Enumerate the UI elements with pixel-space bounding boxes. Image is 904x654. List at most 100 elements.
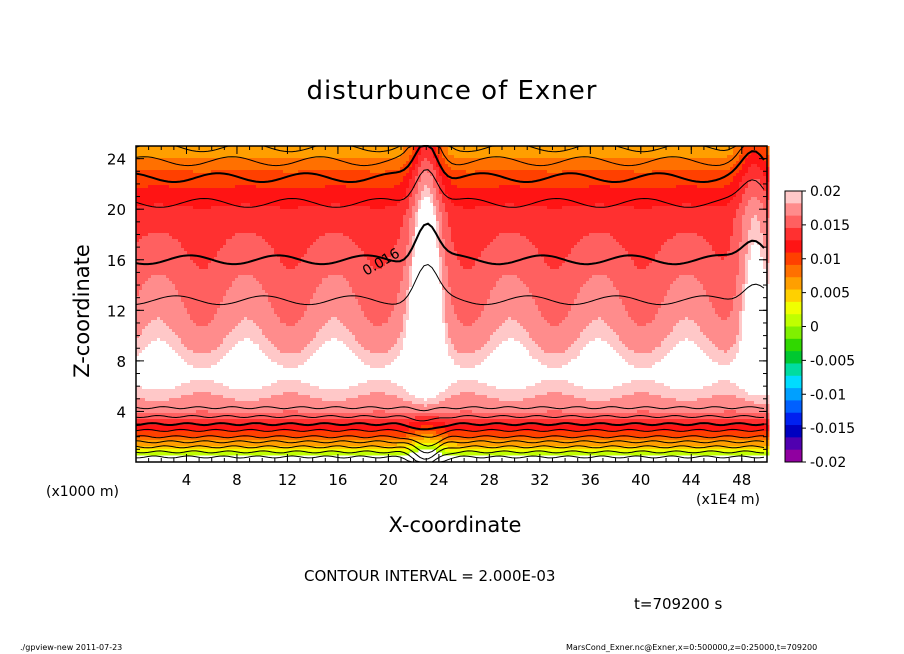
field-cell (283, 440, 287, 447)
field-cell (313, 386, 317, 399)
field-cell (289, 440, 293, 447)
field-cell (466, 437, 470, 441)
field-cell (445, 344, 449, 390)
field-cell (754, 404, 758, 414)
field-cell (337, 158, 341, 171)
field-cell (238, 449, 242, 453)
field-cell (190, 158, 194, 171)
field-cell (517, 278, 521, 324)
field-cell (535, 383, 539, 396)
field-cell (136, 206, 140, 243)
field-cell (202, 440, 206, 447)
field-cell (253, 233, 257, 279)
field-cell (259, 419, 263, 426)
field-cell (742, 284, 746, 312)
field-cell (676, 446, 680, 450)
field-cell (526, 431, 530, 438)
field-cell (250, 425, 254, 432)
field-cell (634, 392, 638, 414)
field-cell (232, 329, 236, 348)
field-cell (556, 146, 560, 159)
field-cell (274, 146, 278, 159)
field-cell (670, 446, 674, 450)
field-cell (373, 410, 377, 420)
field-cell (409, 437, 413, 444)
field-cell (742, 389, 746, 399)
field-cell (277, 257, 281, 318)
field-cell (418, 155, 422, 168)
field-cell (145, 425, 149, 432)
field-cell (703, 290, 707, 336)
field-cell (352, 353, 356, 387)
field-cell (427, 437, 431, 444)
colorbar-tick-label: -0.02 (810, 455, 846, 471)
field-cell (658, 362, 662, 384)
field-cell (631, 206, 635, 261)
field-cell (625, 311, 629, 348)
field-cell (736, 386, 740, 399)
field-cell (538, 311, 542, 348)
field-cell (484, 188, 488, 207)
field-cell (565, 449, 569, 453)
field-cell (592, 389, 596, 402)
field-cell (697, 146, 701, 159)
field-cell (646, 266, 650, 324)
field-cell (595, 158, 599, 171)
field-cell (514, 389, 518, 402)
field-cell (727, 425, 731, 432)
field-cell (424, 434, 428, 438)
field-cell (523, 146, 527, 159)
field-cell (166, 419, 170, 426)
field-cell (241, 158, 245, 171)
field-cell (244, 185, 248, 204)
field-cell (208, 146, 212, 159)
field-cell (664, 452, 668, 456)
field-cell (283, 368, 287, 381)
field-cell (733, 218, 737, 297)
field-cell (607, 170, 611, 186)
field-cell (670, 332, 674, 351)
field-cell (151, 158, 155, 171)
field-cell (640, 431, 644, 438)
field-cell (706, 413, 710, 420)
field-cell (514, 170, 518, 186)
field-cell (523, 236, 527, 285)
field-cell (199, 173, 203, 189)
field-cell (718, 350, 722, 366)
field-cell (634, 209, 638, 267)
field-cell (520, 401, 524, 414)
field-cell (451, 443, 455, 450)
field-cell (142, 431, 146, 438)
field-cell (661, 425, 665, 432)
field-cell (454, 443, 458, 450)
field-cell (655, 383, 659, 396)
field-cell (283, 353, 287, 369)
field-cell (460, 452, 464, 456)
field-cell (574, 431, 578, 438)
field-cell (316, 431, 320, 438)
field-cell (706, 242, 710, 297)
field-cell (307, 344, 311, 360)
field-cell (553, 173, 557, 189)
field-cell (472, 440, 476, 447)
field-cell (751, 179, 755, 198)
field-cell (466, 452, 470, 456)
field-cell (520, 170, 524, 189)
field-cell (658, 347, 662, 363)
field-cell (514, 446, 518, 450)
field-cell (472, 173, 476, 189)
field-cell (685, 317, 689, 339)
field-cell (439, 437, 443, 444)
field-cell (193, 419, 197, 426)
field-cell (697, 347, 701, 390)
field-cell (235, 206, 239, 234)
field-cell (619, 449, 623, 453)
field-cell (571, 305, 575, 345)
field-cell (697, 413, 701, 420)
field-cell (301, 146, 305, 159)
field-cell (445, 443, 449, 447)
field-cell (427, 422, 431, 426)
field-cell (295, 353, 299, 369)
field-cell (307, 383, 311, 396)
field-cell (631, 440, 635, 447)
